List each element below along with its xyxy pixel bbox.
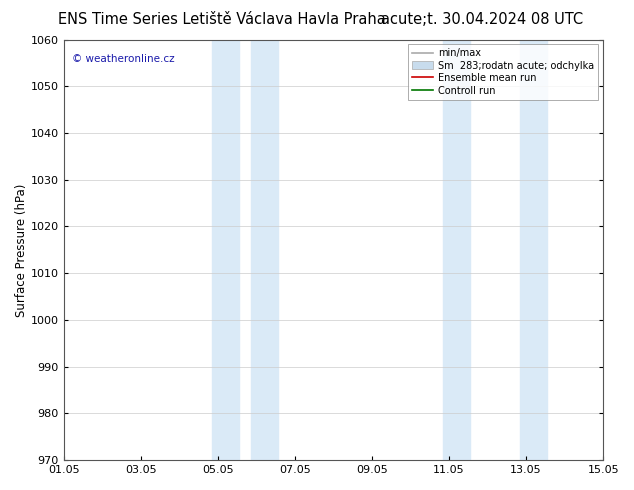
Legend: min/max, Sm  283;rodatn acute; odchylka, Ensemble mean run, Controll run: min/max, Sm 283;rodatn acute; odchylka, … [408, 45, 598, 99]
Bar [212, 40, 239, 460]
Text: acute;t. 30.04.2024 08 UTC: acute;t. 30.04.2024 08 UTC [381, 12, 583, 27]
Bar [521, 40, 547, 460]
Y-axis label: Surface Pressure (hPa): Surface Pressure (hPa) [15, 183, 28, 317]
Text: © weatheronline.cz: © weatheronline.cz [72, 54, 174, 64]
Bar [250, 40, 278, 460]
Text: ENS Time Series Letiště Václava Havla Praha: ENS Time Series Letiště Václava Havla Pr… [58, 12, 385, 27]
Bar [443, 40, 470, 460]
